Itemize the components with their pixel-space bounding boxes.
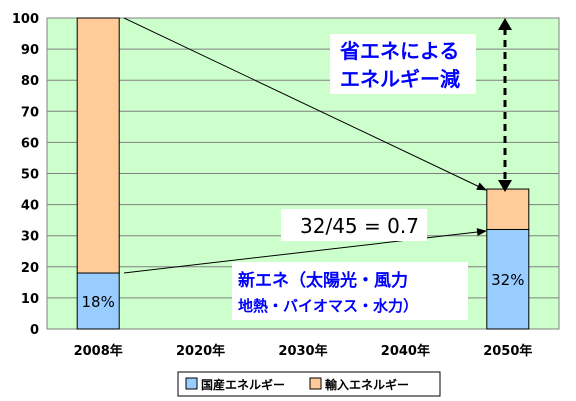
legend-box — [177, 371, 441, 397]
x-axis-ticks: 2008年 2020年 2030年 2040年 2050年 — [74, 343, 533, 359]
y-tick-label: 30 — [21, 230, 39, 245]
bar-import — [486, 188, 530, 230]
bar-domestic — [76, 272, 120, 330]
x-tick-label: 2050年 — [483, 343, 532, 359]
y-tick-label: 20 — [21, 261, 39, 276]
ratio-box — [281, 209, 427, 241]
renewables-box — [232, 262, 468, 320]
y-tick-label: 40 — [21, 199, 39, 214]
y-tick-label: 80 — [21, 74, 39, 89]
legend-label-domestic: 国産エネルギー — [201, 377, 285, 392]
saving-annotation-line2: エネルギー減 — [340, 67, 460, 91]
saving-annotation-line1: 省エネによる — [339, 39, 459, 63]
legend: 国産エネルギー 輸入エネルギー — [177, 371, 441, 397]
bar-value-label: 18% — [82, 293, 115, 311]
bars: 18% 32% — [76, 17, 530, 330]
bar-import — [76, 17, 120, 274]
y-tick-label: 50 — [21, 168, 39, 183]
renewables-annotation-line2: 地熱・バイオマス・水力） — [238, 297, 418, 315]
y-tick-label: 10 — [21, 292, 39, 307]
ratio-annotation: 32/45 = 0.7 — [300, 214, 419, 238]
y-tick-label: 0 — [30, 323, 39, 338]
y-tick-label: 60 — [21, 136, 39, 151]
saving-arrow-head-top — [498, 18, 512, 30]
legend-label-import: 輸入エネルギー — [325, 377, 409, 392]
x-tick-label: 2040年 — [381, 343, 430, 359]
bar-domestic — [486, 228, 530, 330]
arrow-top-to-2050 — [123, 17, 487, 191]
y-axis-ticks: 0 10 20 30 40 50 60 70 80 90 100 — [12, 12, 39, 338]
renewables-annotation-line1: 新エネ（太陽光・風力 — [238, 270, 408, 291]
x-tick-label: 2008年 — [74, 343, 123, 359]
saving-box — [330, 34, 476, 94]
legend-swatch-domestic — [185, 377, 198, 390]
legend-swatch-import — [309, 377, 322, 390]
y-tick-label: 100 — [12, 12, 39, 27]
x-tick-label: 2030年 — [278, 343, 327, 359]
saving-arrow-head-bottom — [498, 180, 512, 192]
y-tick-label: 90 — [21, 43, 39, 58]
x-tick-label: 2020年 — [176, 343, 225, 359]
bar-value-label: 32% — [491, 271, 524, 289]
y-tick-label: 70 — [21, 105, 39, 120]
